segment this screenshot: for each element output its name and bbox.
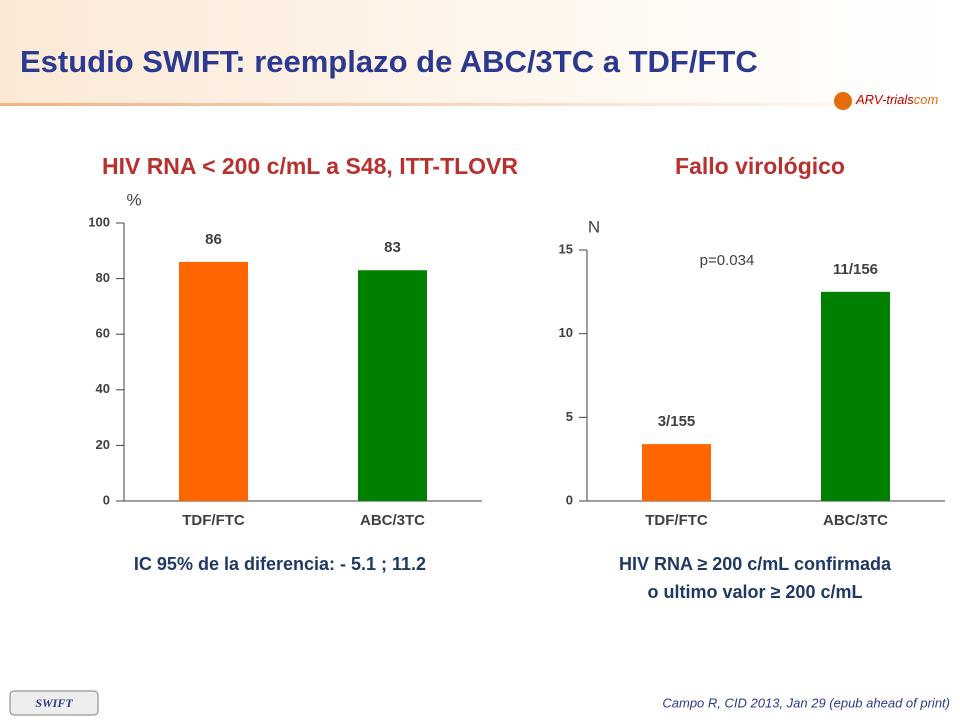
x-tick-label: ABC/3TC	[360, 512, 425, 529]
y-tick-label: 40	[96, 381, 110, 396]
value-label: 86	[205, 231, 222, 248]
chart-note: HIV RNA ≥ 200 c/mL confirmada	[619, 554, 892, 574]
header-band	[0, 0, 960, 105]
bar	[179, 261, 248, 501]
chart-title: HIV RNA < 200 c/mL a S48, ITT-TLOVR	[102, 153, 518, 179]
citation: Campo R, CID 2013, Jan 29 (epub ahead of…	[662, 695, 950, 710]
bar	[821, 291, 890, 501]
y-tick-label: 80	[96, 270, 110, 285]
logo-suffix: com	[914, 92, 939, 107]
y-tick-label: 15	[559, 241, 573, 256]
y-tick-label: 60	[96, 326, 110, 341]
y-tick-label: 10	[559, 325, 573, 340]
y-axis-label: N	[588, 217, 600, 236]
x-tick-label: TDF/FTC	[182, 512, 245, 529]
value-label: 83	[384, 239, 401, 256]
y-tick-label: 100	[88, 214, 110, 229]
logo: ARV-trialscom	[855, 92, 939, 107]
bar	[642, 444, 711, 501]
slide-title: Estudio SWIFT: reemplazo de ABC/3TC a TD…	[20, 44, 758, 79]
chart-title: Fallo virológico	[675, 153, 845, 179]
p-value: p=0.034	[700, 252, 755, 269]
chart-note: IC 95% de la diferencia: - 5.1 ; 11.2	[134, 554, 426, 574]
logo-icon	[834, 92, 852, 110]
y-tick-label: 5	[566, 409, 573, 424]
bar-annotation: 3/155	[658, 413, 696, 430]
badge-box	[9, 690, 99, 716]
badge: SWIFT	[35, 696, 73, 710]
bar	[358, 270, 427, 501]
logo-brand: ARV-trials	[855, 92, 914, 107]
y-tick-label: 0	[103, 492, 110, 507]
header-rule	[0, 103, 960, 106]
y-tick-label: 0	[566, 492, 573, 507]
bar-annotation: 11/156	[833, 261, 878, 278]
x-tick-label: ABC/3TC	[823, 512, 888, 529]
chart-note: o ultimo valor ≥ 200 c/mL	[648, 582, 863, 602]
x-tick-label: TDF/FTC	[645, 512, 708, 529]
y-tick-label: 20	[96, 437, 110, 452]
y-axis-label: %	[126, 190, 141, 209]
